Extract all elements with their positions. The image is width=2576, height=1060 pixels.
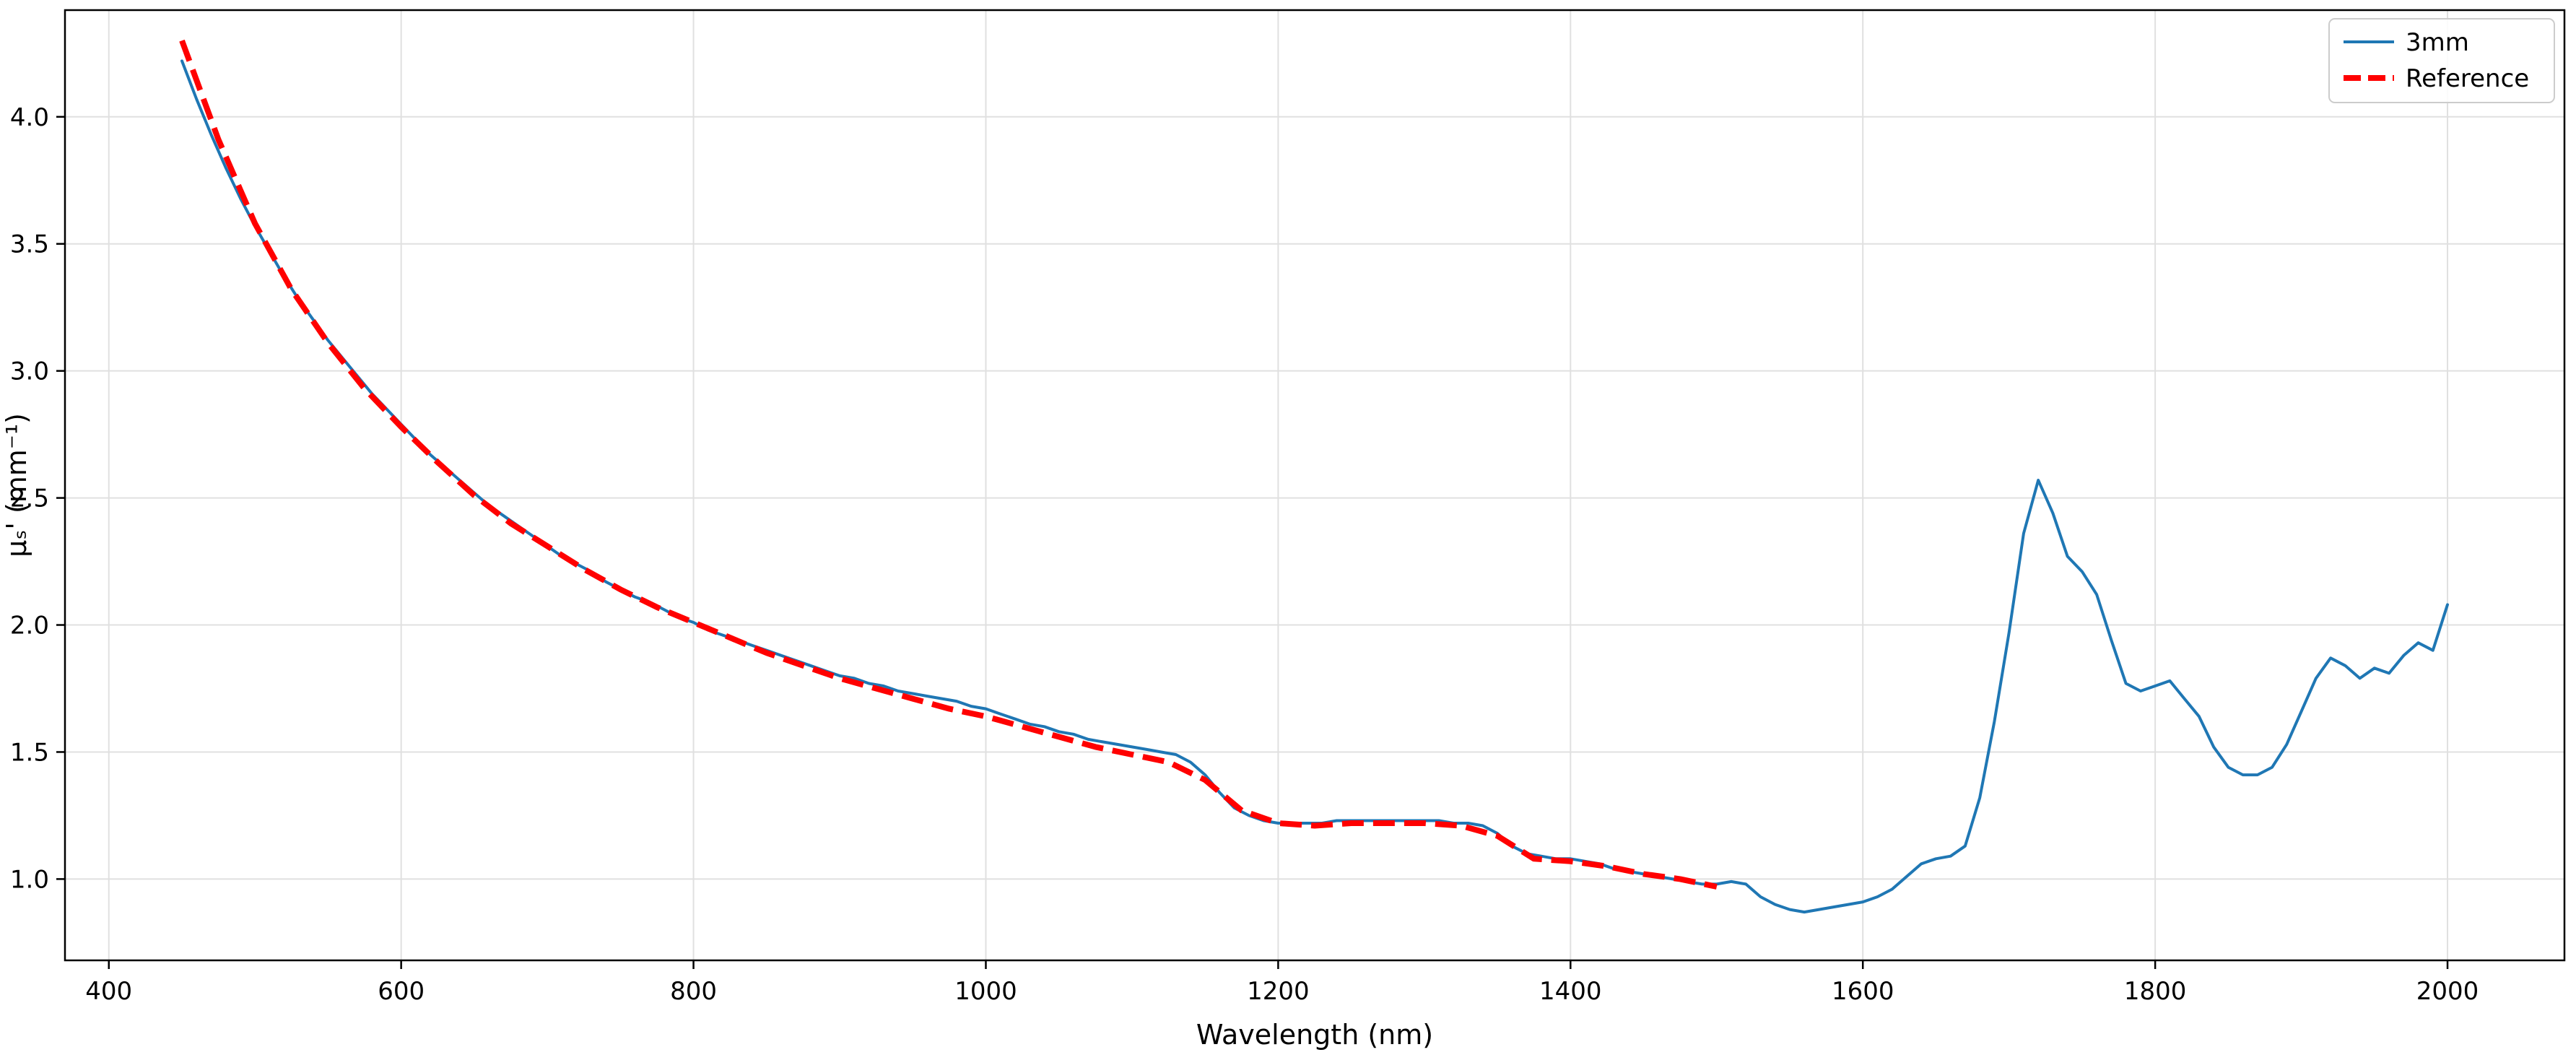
y-axis-label: μₛ' (mm⁻¹) xyxy=(1,413,32,557)
x-tick-label: 1800 xyxy=(2124,977,2187,1006)
series-line-reference xyxy=(179,39,1718,890)
x-tick-label: 1600 xyxy=(1832,977,1894,1006)
legend-frame xyxy=(2328,18,2555,103)
legend-label-reference: Reference xyxy=(2406,64,2529,93)
y-axis: 1.0 1.5 2.0 2.5 3.0 3.5 4.0 xyxy=(10,103,65,894)
y-tick-label: 2.5 xyxy=(10,485,49,513)
legend: 3mm Reference xyxy=(2328,18,2555,103)
x-tick-label: 2000 xyxy=(2416,977,2479,1006)
x-tick-label: 1200 xyxy=(1247,977,1310,1006)
y-tick-label: 3.0 xyxy=(10,357,49,386)
axes-frame xyxy=(64,9,2566,962)
y-tick-label: 1.5 xyxy=(10,738,49,767)
y-tick-label: 1.0 xyxy=(10,865,49,894)
y-tick-label: 2.0 xyxy=(10,612,49,640)
y-tick-label: 4.0 xyxy=(10,103,49,132)
x-tick-label: 800 xyxy=(670,977,717,1006)
legend-label-3mm: 3mm xyxy=(2406,28,2469,57)
x-tick-label: 1400 xyxy=(1539,977,1602,1006)
x-axis: 400 600 800 1000 1200 1400 1600 1800 2000 xyxy=(85,960,2479,1006)
x-tick-label: 1000 xyxy=(954,977,1017,1006)
plot-area xyxy=(65,10,2564,960)
gridlines xyxy=(65,10,2564,960)
y-tick-label: 3.5 xyxy=(10,230,49,259)
x-tick-label: 600 xyxy=(378,977,425,1006)
x-tick-label: 400 xyxy=(85,977,132,1006)
x-axis-label: Wavelength (nm) xyxy=(1196,1019,1433,1051)
